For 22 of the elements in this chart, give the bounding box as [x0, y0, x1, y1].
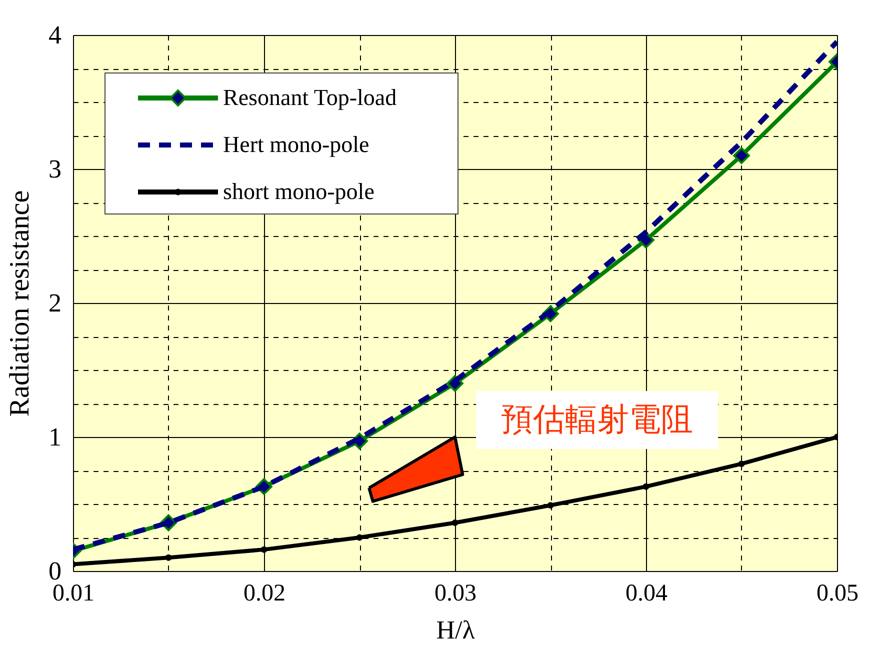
x-tick-label: 0.04: [626, 580, 668, 606]
legend-label: Resonant Top-load: [223, 85, 398, 110]
point: [547, 502, 554, 509]
y-axis-title: Radiation resistance: [4, 190, 36, 417]
point: [260, 546, 268, 553]
point: [738, 460, 745, 468]
x-tick-label: 0.02: [244, 580, 286, 606]
point: [733, 147, 750, 164]
y-tick-label: 2: [48, 288, 62, 318]
annotation: 預估輻射電阻: [501, 400, 693, 438]
y-tick-label: 1: [48, 422, 62, 452]
point: [356, 534, 363, 541]
x-tick-label: 0.03: [434, 580, 476, 606]
point: [642, 483, 650, 490]
legend-label: short mono-pole: [223, 179, 374, 204]
x-tick-label: 0.05: [816, 580, 858, 606]
point: [452, 520, 458, 526]
x-axis-title: H/λ: [436, 616, 476, 644]
point: [165, 554, 172, 561]
y-tick-label: 3: [48, 154, 62, 184]
legend-label: Hert mono-pole: [223, 132, 370, 157]
y-tick-label: 4: [48, 20, 62, 50]
